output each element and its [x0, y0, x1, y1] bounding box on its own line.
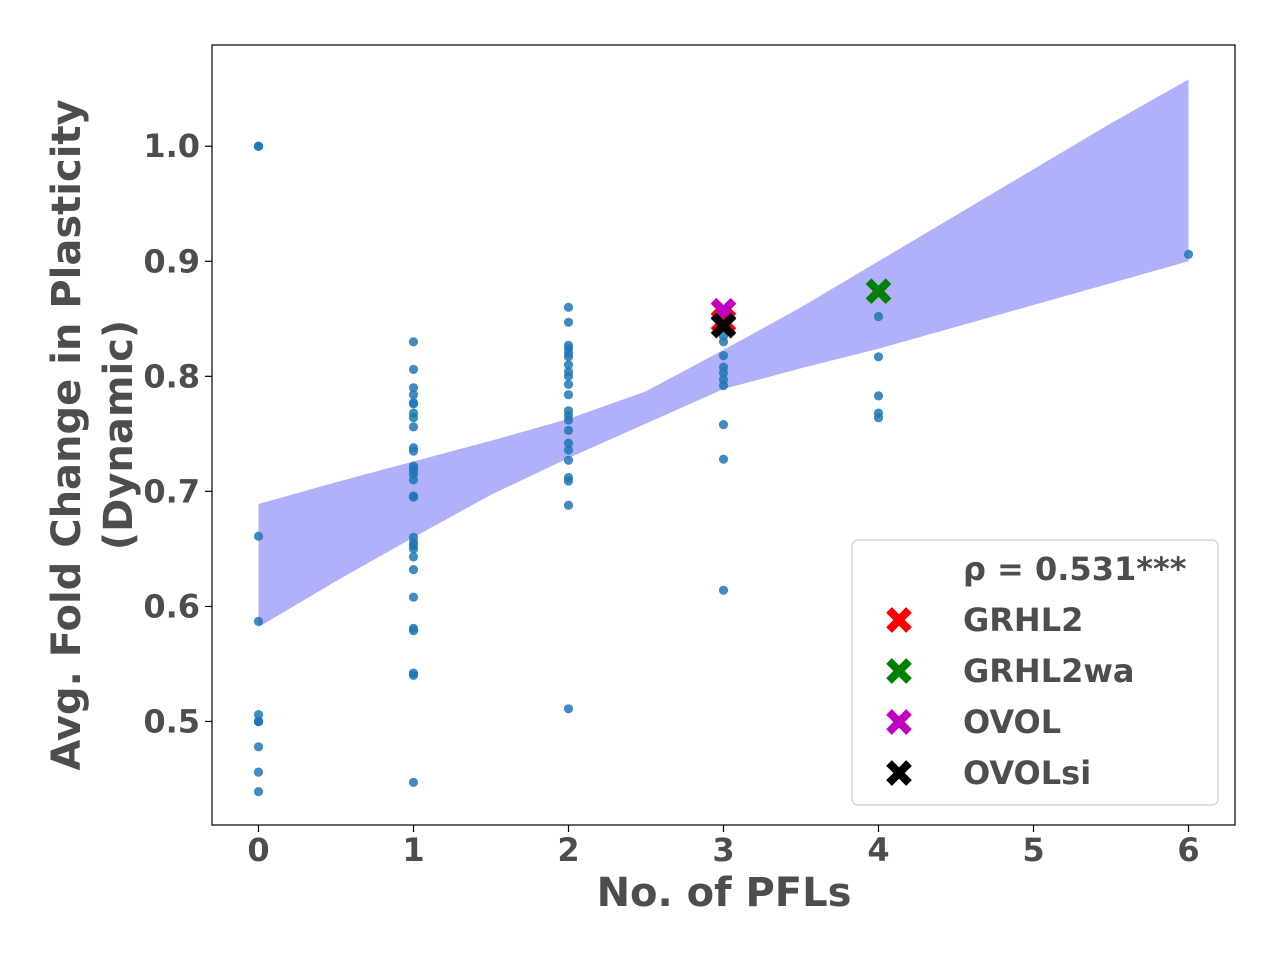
legend-marker-grhl2wa — [886, 658, 912, 684]
data-point — [253, 616, 264, 627]
data-point — [408, 413, 419, 423]
legend-stat: ρ = 0.531*** — [963, 550, 1187, 588]
legend-marker-ovolsi — [886, 760, 912, 786]
data-point — [253, 141, 264, 151]
data-point — [408, 364, 419, 374]
y-axis-title-line1: Avg. Fold Change in Plasticity — [44, 99, 90, 770]
y-tick-label: 0.9 — [143, 242, 200, 280]
x-tick-label: 5 — [1022, 831, 1044, 869]
data-point — [718, 337, 729, 347]
data-point — [873, 311, 884, 322]
legend-label: OVOL — [963, 703, 1061, 741]
data-point — [563, 317, 574, 327]
data-point — [563, 415, 574, 425]
y-tick-label: 1.0 — [143, 127, 200, 165]
data-point — [408, 383, 419, 393]
legend-label: OVOLsi — [963, 754, 1091, 792]
data-point — [408, 422, 419, 432]
data-point — [563, 445, 574, 455]
y-tick-label: 0.6 — [143, 587, 200, 625]
data-point — [563, 360, 574, 370]
data-point — [408, 492, 419, 502]
data-point — [408, 777, 419, 788]
legend-marker-ovol — [886, 709, 912, 735]
marker-grhl2wa — [865, 278, 892, 305]
legend-label: GRHL2 — [963, 601, 1083, 639]
legend: ρ = 0.531*** GRHL2 GRHL2wa OVOL OVOLsi — [851, 539, 1219, 806]
data-point — [563, 302, 574, 312]
data-point — [253, 710, 264, 720]
data-point — [718, 380, 729, 391]
data-point — [718, 585, 729, 595]
y-tick-label: 0.5 — [143, 702, 200, 740]
x-tick-label: 6 — [1177, 831, 1199, 869]
legend-marker-grhl2 — [886, 607, 912, 633]
data-point — [1183, 249, 1194, 259]
x-tick-label: 0 — [247, 831, 269, 869]
data-point — [408, 565, 419, 575]
data-point — [253, 716, 264, 727]
data-point — [563, 438, 574, 448]
data-point — [408, 544, 419, 554]
marker-ovolsi — [710, 312, 737, 339]
legend-box — [851, 539, 1219, 806]
data-point — [718, 368, 729, 378]
legend-label: GRHL2wa — [963, 652, 1135, 690]
data-point — [408, 399, 419, 409]
x-tick-label: 2 — [557, 831, 579, 869]
data-point — [408, 390, 419, 400]
data-point — [408, 592, 419, 602]
x-tick-label: 3 — [712, 831, 734, 869]
data-point — [408, 446, 419, 456]
data-point — [408, 552, 419, 562]
data-point — [253, 742, 264, 752]
data-point — [563, 390, 574, 400]
y-tick-label: 0.8 — [143, 357, 200, 395]
data-point — [253, 787, 264, 797]
y-tick-label: 0.7 — [143, 472, 200, 510]
data-point — [563, 476, 574, 486]
data-point — [563, 500, 574, 510]
data-point — [718, 454, 729, 464]
data-point — [253, 767, 264, 777]
data-point — [408, 475, 419, 485]
data-point — [408, 337, 419, 347]
data-point — [563, 455, 574, 465]
data-point — [253, 531, 264, 541]
data-point — [563, 704, 574, 714]
data-point — [718, 420, 729, 430]
data-point — [873, 352, 884, 362]
data-point — [718, 351, 729, 361]
data-point — [563, 352, 574, 362]
data-point — [873, 391, 884, 401]
x-tick-label: 4 — [867, 831, 889, 869]
x-axis-title: No. of PFLs — [597, 870, 852, 916]
data-point — [563, 379, 574, 389]
data-point — [408, 670, 419, 681]
x-tick-label: 1 — [402, 831, 424, 869]
data-point — [563, 371, 574, 381]
data-point — [873, 413, 884, 423]
y-axis-title-line2: (Dynamic) — [96, 320, 142, 550]
data-point — [563, 425, 574, 435]
data-point — [408, 626, 419, 636]
